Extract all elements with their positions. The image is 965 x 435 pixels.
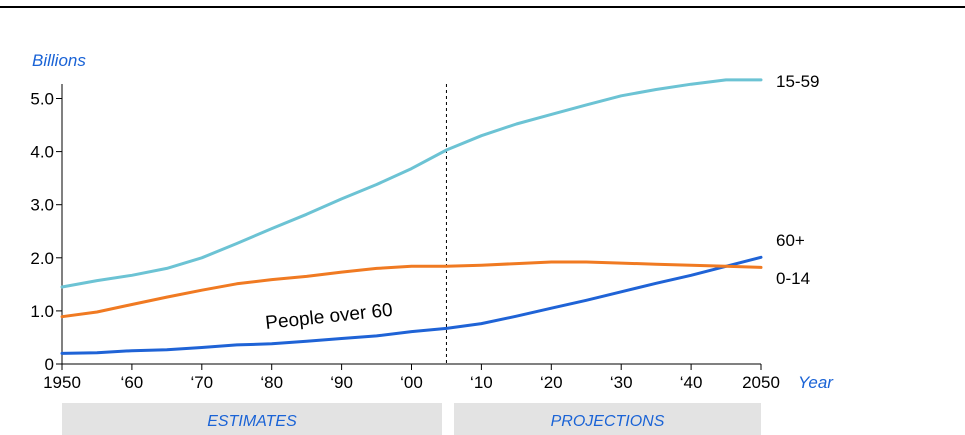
series-line-60+ bbox=[60, 255, 763, 355]
y-tick-label: 2.0 bbox=[30, 249, 54, 268]
y-tick-label: 1.0 bbox=[30, 302, 54, 321]
band-label: ESTIMATES bbox=[207, 413, 297, 430]
x-tick-label: ‘90 bbox=[330, 373, 353, 392]
x-tick-label: ‘20 bbox=[540, 373, 563, 392]
x-tick-label: 2050 bbox=[742, 373, 780, 392]
series-lines bbox=[60, 78, 763, 355]
series-line-15-59 bbox=[60, 78, 763, 289]
x-tick-label: ‘60 bbox=[121, 373, 144, 392]
axes: 0 1.0 2.0 3.0 4.0 5.0 1950 ‘60 ‘70 ‘80 ‘90 ‘00 ‘10 ‘2… bbox=[30, 84, 780, 392]
y-axis-unit-label: Billions bbox=[32, 51, 86, 70]
series-label-60+: 60+ bbox=[776, 231, 805, 250]
period-bands: ESTIMATES PROJECTIONS bbox=[62, 403, 761, 435]
band-label: PROJECTIONS bbox=[551, 413, 665, 430]
y-tick-label: 0 bbox=[45, 355, 54, 374]
y-tick-label: 5.0 bbox=[30, 90, 54, 109]
band-projections bbox=[454, 403, 761, 435]
y-tick-label: 4.0 bbox=[30, 143, 54, 162]
y-tick-label: 3.0 bbox=[30, 196, 54, 215]
annotation-people-over-60: People over 60 bbox=[264, 300, 393, 334]
x-tick-label: ‘00 bbox=[400, 373, 423, 392]
series-label-15-59: 15-59 bbox=[776, 72, 819, 91]
x-tick-label: ‘10 bbox=[470, 373, 493, 392]
band-estimates bbox=[62, 403, 442, 435]
x-axis-unit-label: Year bbox=[798, 373, 834, 392]
x-tick-label: ‘40 bbox=[680, 373, 703, 392]
x-tick-label: 1950 bbox=[43, 373, 81, 392]
series-labels: 15-59 60+ 0-14 bbox=[776, 72, 819, 288]
annotations: People over 60 bbox=[264, 300, 393, 334]
x-tick-label: ‘70 bbox=[190, 373, 213, 392]
x-tick-label: ‘80 bbox=[260, 373, 283, 392]
series-line-0-14 bbox=[60, 260, 763, 319]
x-tick-label: ‘30 bbox=[610, 373, 633, 392]
series-label-0-14: 0-14 bbox=[776, 269, 810, 288]
